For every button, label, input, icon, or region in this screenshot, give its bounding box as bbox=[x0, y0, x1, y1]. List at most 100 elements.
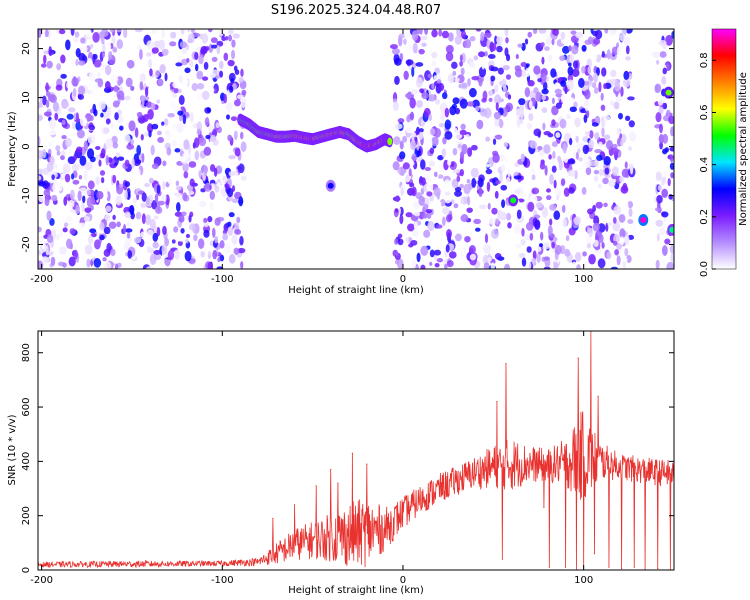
spectrogram-noise-blob bbox=[125, 236, 133, 245]
spectrogram-noise-blob bbox=[78, 175, 83, 180]
spectrogram-noise-blob bbox=[46, 234, 54, 244]
spectrogram-noise-blob bbox=[65, 137, 72, 148]
spectrogram-noise-blob bbox=[399, 140, 404, 150]
spectrogram-noise-blob bbox=[193, 234, 198, 242]
spectrogram-noise-blob bbox=[659, 123, 663, 134]
spectrogram-noise-blob bbox=[531, 187, 540, 195]
spectrogram-noise-blob bbox=[403, 38, 407, 45]
spectrogram-noise-blob bbox=[72, 88, 77, 97]
spectrogram-noise-blob bbox=[77, 190, 82, 202]
spectrogram-noise-blob bbox=[108, 255, 116, 262]
spectrogram-noise-blob bbox=[426, 137, 433, 148]
spectrogram-noise-blob bbox=[538, 29, 547, 34]
spectrogram-noise-blob bbox=[610, 69, 617, 78]
spectrogram-noise-blob bbox=[207, 251, 212, 256]
spectrogram-noise-blob bbox=[460, 214, 469, 223]
spectrogram-noise-blob bbox=[655, 219, 664, 227]
spectrogram-noise-blob bbox=[661, 259, 665, 268]
spectrogram-noise-blob bbox=[104, 214, 111, 221]
spectrogram-noise-blob bbox=[225, 183, 230, 190]
spectrogram-noise-blob bbox=[211, 227, 216, 238]
spectrogram-noise-blob bbox=[71, 77, 79, 87]
spectrogram-noise-blob bbox=[494, 117, 500, 128]
spectrogram-noise-blob bbox=[86, 89, 93, 95]
spectrogram-noise-blob bbox=[456, 175, 461, 182]
spectrogram-noise-blob bbox=[59, 246, 67, 255]
spectrogram-noise-blob bbox=[618, 112, 623, 120]
spectrogram-noise-blob bbox=[494, 190, 499, 199]
spectrogram-noise-blob bbox=[75, 112, 79, 124]
spectrogram-noise-blob bbox=[515, 108, 521, 119]
spectrogram-noise-blob bbox=[627, 219, 634, 225]
spectrogram-noise-blob bbox=[83, 216, 90, 222]
spectrogram-noise-blob bbox=[102, 127, 110, 134]
spectrogram-noise-blob bbox=[520, 153, 525, 163]
spectrogram-noise-blob bbox=[228, 85, 234, 93]
spectrogram-noise-blob bbox=[72, 121, 76, 130]
spectrogram-noise-blob bbox=[593, 54, 598, 60]
spectrogram-noise-blob bbox=[146, 150, 152, 158]
spectrogram-noise-blob bbox=[565, 235, 570, 242]
spectrogram-noise-blob bbox=[485, 76, 491, 83]
spectrogram-noise-blob bbox=[197, 238, 205, 249]
spectrogram-noise-blob bbox=[655, 259, 660, 269]
spectrogram-noise-blob bbox=[478, 51, 485, 58]
spectrogram-noise-blob bbox=[416, 252, 421, 263]
spectrogram-noise-blob bbox=[88, 124, 96, 131]
spectrogram-noise-blob bbox=[416, 100, 424, 108]
spectrogram-noise-blob bbox=[196, 128, 201, 136]
spectrogram-noise-blob bbox=[68, 256, 76, 267]
spectrogram-x-ticks: -200 -100 0 100 bbox=[30, 29, 593, 285]
spectrogram-noise-blob bbox=[394, 57, 402, 66]
spectrogram-noise-blob bbox=[165, 131, 171, 141]
spectrogram-noise-blob bbox=[493, 111, 501, 120]
spectrogram-noise-blob bbox=[447, 213, 453, 221]
spectrogram-noise-blob bbox=[551, 105, 559, 116]
spectrogram-noise-blob bbox=[221, 36, 227, 42]
spectrogram-noise-blob bbox=[609, 29, 617, 36]
spectrogram-noise-blob bbox=[65, 215, 73, 226]
spectrogram-noise-blob bbox=[578, 157, 583, 162]
spectrogram-noise-blob bbox=[161, 29, 166, 39]
spectrogram-noise-blob bbox=[499, 210, 503, 221]
spectrogram-noise-blob bbox=[431, 136, 439, 147]
spectrogram-noise-blob bbox=[429, 127, 436, 136]
spectrogram-noise-blob bbox=[469, 36, 476, 42]
spectrogram-noise-blob bbox=[48, 130, 57, 136]
spectrogram-noise-blob bbox=[231, 49, 236, 60]
snr-spike-point bbox=[337, 482, 339, 484]
spectrogram-noise-blob bbox=[478, 77, 483, 87]
spectrogram-noise-blob bbox=[521, 257, 527, 267]
spectrogram-noise-blob bbox=[451, 29, 457, 36]
spectrogram-noise-blob bbox=[87, 134, 96, 145]
spectrogram-frame bbox=[37, 28, 675, 270]
spectrogram-noise-blob bbox=[519, 109, 525, 119]
spectrogram-noise-blob bbox=[75, 204, 81, 215]
spectrogram-noise-blob bbox=[551, 247, 556, 253]
spectrogram-noise-blob bbox=[659, 227, 666, 236]
spectrogram-noise-blob bbox=[661, 170, 667, 178]
snr-x-tick-label: -100 bbox=[211, 575, 234, 586]
spectrogram-noise-blob bbox=[657, 184, 663, 191]
spectrogram-noise-blob bbox=[497, 67, 504, 75]
spectrogram-noise-blob bbox=[452, 97, 460, 105]
snr-spike-point bbox=[351, 452, 353, 454]
spectrogram-noise-blob bbox=[411, 153, 417, 162]
spectrogram-noise-blob bbox=[115, 195, 122, 206]
spectrogram-noise-blob bbox=[208, 124, 214, 133]
spectrogram-noise-blob bbox=[588, 139, 595, 149]
spectrogram-noise-blob bbox=[588, 253, 596, 265]
spectrogram-noise-blob bbox=[102, 190, 108, 200]
spectrogram-noise-blob bbox=[156, 99, 161, 104]
spectrogram-noise-blob bbox=[63, 222, 69, 228]
spectrogram-noise-blob bbox=[392, 101, 399, 112]
spectrogram-noise-blob bbox=[563, 187, 570, 197]
spectrogram-noise-blob bbox=[89, 43, 94, 49]
spectrogram-noise-blob bbox=[228, 253, 236, 264]
spectrogram-noise-blob bbox=[89, 228, 97, 234]
spectrogram-noise-blob bbox=[219, 254, 225, 262]
spectrogram-noise-blob bbox=[408, 168, 412, 177]
spectrogram-noise-blob bbox=[203, 61, 209, 70]
spectrogram-noise-blob bbox=[543, 131, 552, 136]
spectrogram-y-ticks: -20 -10 0 10 20 bbox=[21, 42, 674, 253]
